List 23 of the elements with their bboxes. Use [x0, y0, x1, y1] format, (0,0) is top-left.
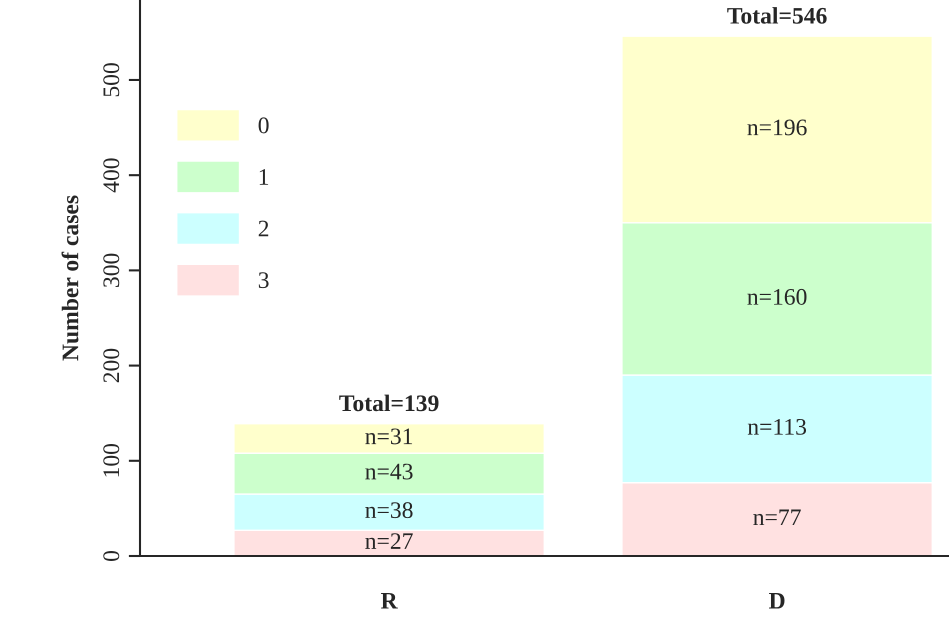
y-tick-label: 100	[103, 444, 120, 476]
total-label: Total=139	[339, 394, 438, 412]
legend-label: 0	[258, 117, 269, 134]
data-label: n=113	[748, 418, 806, 435]
y-tick-label: 300	[103, 254, 120, 287]
data-label: n=31	[365, 428, 412, 444]
y-tick-label: 0	[103, 550, 120, 562]
total-label: Total=546	[727, 7, 827, 24]
y-tick-label: 500	[103, 63, 120, 96]
legend-label: 2	[258, 220, 268, 236]
data-label: n=27	[365, 533, 413, 549]
x-tick-label: R	[380, 593, 398, 608]
data-label: n=196	[747, 120, 807, 136]
y-tick-label: 200	[103, 348, 120, 382]
y-tick-label: 400	[103, 158, 120, 192]
y-axis-title: Number of cases	[62, 196, 78, 361]
legend-label: 1	[260, 169, 268, 185]
data-label: n=77	[753, 510, 801, 526]
data-label: n=38	[365, 502, 413, 518]
data-label: n=43	[365, 464, 413, 480]
x-tick-label: D	[769, 593, 784, 609]
legend-label: 3	[258, 272, 269, 288]
data-label: n=160	[747, 288, 806, 305]
